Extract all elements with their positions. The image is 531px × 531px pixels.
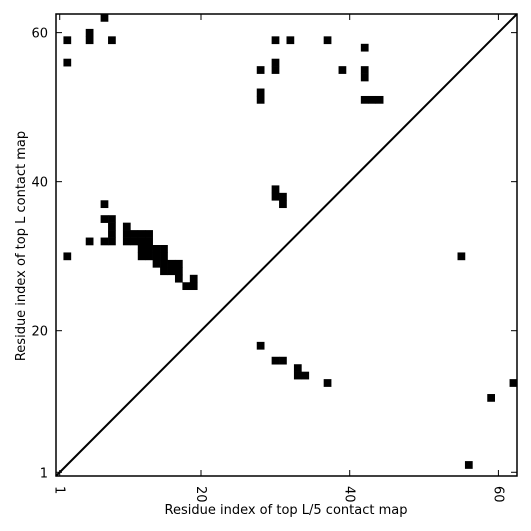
contact-cell-upper	[256, 88, 265, 97]
contact-cell-upper	[368, 95, 377, 104]
contact-cell-upper	[375, 95, 384, 104]
contact-cell-upper	[100, 14, 109, 22]
contact-cells	[63, 14, 518, 469]
contact-cell-upper	[160, 245, 168, 253]
contact-cell-upper	[85, 28, 94, 37]
contact-cell-upper	[271, 36, 280, 45]
contact-cell-upper	[145, 245, 153, 253]
x-tick-label: 60	[490, 486, 505, 503]
contact-cell-lower	[457, 252, 466, 261]
contact-cell-upper	[174, 274, 183, 283]
contact-cell-upper	[174, 267, 183, 276]
contact-cell-upper	[108, 237, 116, 246]
contact-cell-upper	[137, 245, 146, 253]
contact-cell-upper	[137, 230, 146, 238]
contact-cell-upper	[152, 245, 161, 253]
contact-cell-upper	[100, 215, 109, 223]
contact-cell-upper	[160, 252, 168, 261]
contact-cell-upper	[160, 259, 168, 268]
contact-cell-upper	[130, 237, 139, 246]
contact-cell-upper	[174, 259, 183, 268]
contact-cell-upper	[189, 274, 198, 283]
contact-cell-lower	[301, 371, 310, 380]
contact-cell-upper	[338, 66, 347, 74]
y-axis-label: Residue index of top L contact map	[14, 131, 29, 361]
contact-cell-upper	[256, 66, 265, 74]
contact-cell-upper	[271, 192, 280, 201]
contact-cell-lower	[464, 461, 473, 469]
contact-cell-upper	[360, 95, 369, 104]
contact-cell-upper	[182, 282, 191, 291]
contact-cell-upper	[122, 230, 131, 238]
contact-cell-upper	[152, 252, 161, 261]
contact-cell-upper	[145, 252, 153, 261]
contact-cell-upper	[152, 259, 161, 268]
contact-cell-upper	[137, 252, 146, 261]
x-tick-label: 1	[52, 486, 67, 494]
contact-cell-upper	[189, 282, 198, 291]
x-tick-label: 20	[193, 486, 208, 503]
contact-cell-lower	[293, 371, 302, 380]
contact-cell-upper	[360, 43, 369, 52]
contact-cell-upper	[271, 185, 280, 194]
contact-cell-upper	[160, 267, 168, 276]
contact-cell-upper	[85, 36, 94, 45]
contact-cell-upper	[323, 36, 332, 45]
contact-cell-upper	[286, 36, 295, 45]
contact-cell-upper	[271, 66, 280, 74]
contact-cell-lower	[487, 394, 495, 402]
x-tick-label: 40	[342, 486, 357, 503]
contact-cell-upper	[145, 237, 153, 246]
contact-cell-upper	[130, 230, 139, 238]
contact-cell-upper	[360, 73, 369, 82]
x-axis-label: Residue index of top L/5 contact map	[165, 503, 408, 518]
contact-cell-upper	[108, 230, 116, 238]
contact-cell-lower	[323, 379, 332, 387]
contact-cell-upper	[122, 222, 131, 231]
contact-cell-upper	[100, 200, 109, 209]
contact-cell-upper	[145, 230, 153, 238]
contact-cell-lower	[293, 364, 302, 372]
contact-cell-lower	[279, 356, 287, 365]
contact-cell-upper	[108, 36, 116, 45]
contact-cell-upper	[137, 237, 146, 246]
plot-frame	[55, 13, 518, 477]
contact-cell-lower	[256, 341, 265, 350]
contact-cell-upper	[85, 237, 94, 246]
contact-cell-upper	[279, 200, 287, 209]
axis-ticks: 1 20 40 60 1 20 40 60	[31, 14, 517, 503]
contact-cell-upper	[63, 58, 72, 67]
y-tick-label: 40	[31, 176, 48, 191]
contact-cell-upper	[167, 259, 176, 268]
contact-cell-upper	[108, 222, 116, 231]
contact-cell-lower	[271, 356, 280, 365]
y-tick-label: 20	[31, 325, 48, 340]
contact-cell-upper	[100, 237, 109, 246]
contact-cell-upper	[122, 237, 131, 246]
contact-cell-upper	[256, 95, 265, 104]
contact-cell-upper	[167, 267, 176, 276]
contact-cell-upper	[63, 36, 72, 45]
contact-cell-upper	[279, 192, 287, 201]
contact-cell-upper	[108, 215, 116, 223]
contact-cell-upper	[63, 252, 72, 261]
diagonal-line	[55, 13, 518, 477]
contact-cell-upper	[271, 58, 280, 67]
contact-cell-lower	[509, 379, 518, 387]
y-tick-label: 1	[40, 466, 48, 481]
y-tick-label: 60	[31, 27, 48, 42]
contact-cell-upper	[360, 66, 369, 74]
